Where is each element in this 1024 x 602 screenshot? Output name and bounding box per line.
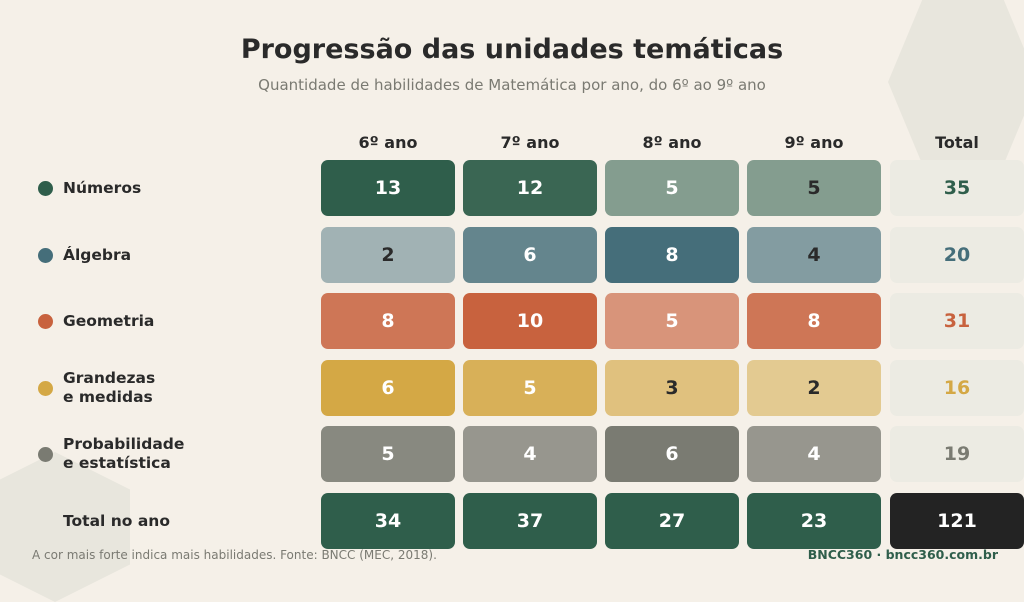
legend-dot-geometria [38,313,53,329]
legend-dot-grandezas-e-medidas [38,380,53,396]
row-label-algebra: Álgebra [38,227,131,283]
column-header-6: 6º ano [358,133,418,152]
column-header-9: 9º ano [784,133,844,152]
heatmap-cell-algebra-8: 8 [605,227,739,283]
heatmap-cell-algebra-7: 6 [463,227,597,283]
row-label-text: Geometria [63,311,155,330]
heatmap-cell-numeros-8: 5 [605,160,739,216]
heatmap-cell-geometria-6: 8 [321,293,455,349]
heatmap-cell-numeros-9: 5 [747,160,881,216]
heatmap-cell-geometria-8: 5 [605,293,739,349]
heatmap-cell-numeros-7: 12 [463,160,597,216]
heatmap-cell-grandezas-e-medidas-7: 5 [463,360,597,416]
row-label-text: Grandezas e medidas [63,369,156,406]
column-header-8: 8º ano [642,133,702,152]
year-total-cell-9: 23 [747,493,881,549]
heatmap-cell-probabilidade-e-estatistica-6: 5 [321,426,455,482]
row-label-grandezas-e-medidas: Grandezas e medidas [38,360,155,416]
heatmap-cell-probabilidade-e-estatistica-9: 4 [747,426,881,482]
row-label-geometria: Geometria [38,293,154,349]
legend-dot-numeros [38,180,53,196]
heatmap-cell-probabilidade-e-estatistica-8: 6 [605,426,739,482]
row-total-grandezas-e-medidas: 16 [890,360,1024,416]
heatmap-cell-algebra-9: 4 [747,227,881,283]
column-header-total: Total [935,133,979,152]
footer-brand: BNCC360 · bncc360.com.br [807,547,998,562]
row-label-numeros: Números [38,160,141,216]
column-header-7: 7º ano [500,133,560,152]
heatmap-cell-grandezas-e-medidas-8: 3 [605,360,739,416]
heatmap-cell-algebra-6: 2 [321,227,455,283]
footer-note: A cor mais forte indica mais habilidades… [32,548,437,562]
heatmap-cell-numeros-6: 13 [321,160,455,216]
row-total-geometria: 31 [890,293,1024,349]
row-total-probabilidade-e-estatistica: 19 [890,426,1024,482]
row-total-algebra: 20 [890,227,1024,283]
legend-dot-algebra [38,247,53,263]
heatmap-cell-grandezas-e-medidas-6: 6 [321,360,455,416]
year-total-cell-8: 27 [605,493,739,549]
heatmap-cell-geometria-7: 10 [463,293,597,349]
row-label-text: Números [63,178,142,197]
legend-dot-probabilidade-e-estatistica [38,446,53,462]
year-total-cell-7: 37 [463,493,597,549]
row-label-probabilidade-e-estatistica: Probabilidade e estatística [38,426,184,482]
chart-title: Progressão das unidades temáticas [240,34,784,65]
heatmap-cell-geometria-9: 8 [747,293,881,349]
grand-total-cell: 121 [890,493,1024,549]
chart-subtitle: Quantidade de habilidades de Matemática … [258,76,766,94]
totals-row-label: Total no ano [63,512,170,530]
row-label-text: Probabilidade e estatística [63,435,185,472]
row-total-numeros: 35 [890,160,1024,216]
year-total-cell-6: 34 [321,493,455,549]
heatmap-cell-grandezas-e-medidas-9: 2 [747,360,881,416]
heatmap-cell-probabilidade-e-estatistica-7: 4 [463,426,597,482]
row-label-text: Álgebra [63,245,132,264]
